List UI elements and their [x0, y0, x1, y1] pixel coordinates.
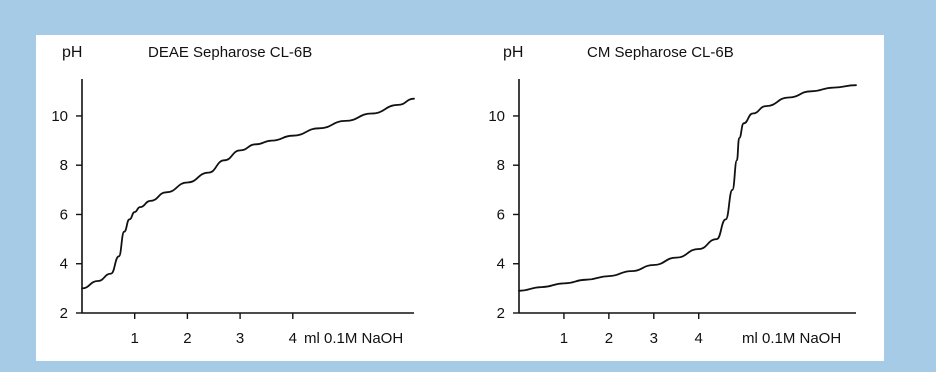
x-tick-label: 2 — [183, 330, 191, 347]
chart-title: CM Sepharose CL-6B — [587, 44, 734, 61]
y-tick-label: 2 — [60, 305, 68, 322]
x-tick-label: 3 — [650, 330, 658, 347]
x-tick-label: 1 — [131, 330, 139, 347]
y-tick-label: 6 — [497, 206, 505, 223]
y-tick-label: 8 — [60, 157, 68, 174]
x-tick-label: 4 — [289, 330, 297, 347]
titration-curve-1 — [518, 84, 857, 292]
x-tick-label: 4 — [695, 330, 703, 347]
y-tick-label: 10 — [488, 108, 505, 125]
x-tick-label: 2 — [605, 330, 613, 347]
titration-curve-1 — [81, 97, 415, 290]
chart-title: DEAE Sepharose CL-6B — [148, 44, 312, 61]
x-axis-label: ml 0.1M NaOH — [304, 330, 403, 347]
y-tick-label: 4 — [60, 256, 68, 273]
x-tick-label: 1 — [560, 330, 568, 347]
y-tick-label: 2 — [497, 305, 505, 322]
x-tick-label: 3 — [236, 330, 244, 347]
y-tick-label: 4 — [497, 256, 505, 273]
y-tick-label: 6 — [60, 206, 68, 223]
x-axis-label: ml 0.1M NaOH — [742, 330, 841, 347]
y-axis-label: pH — [503, 44, 523, 61]
figure-panel: DEAE Sepharose CL-6B pH 2 4 6 8 10 1 2 3 4 ml 0.1M … — [36, 35, 884, 361]
y-tick-label: 10 — [51, 108, 68, 125]
y-tick-label: 8 — [497, 157, 505, 174]
y-axis-label: pH — [62, 44, 82, 61]
